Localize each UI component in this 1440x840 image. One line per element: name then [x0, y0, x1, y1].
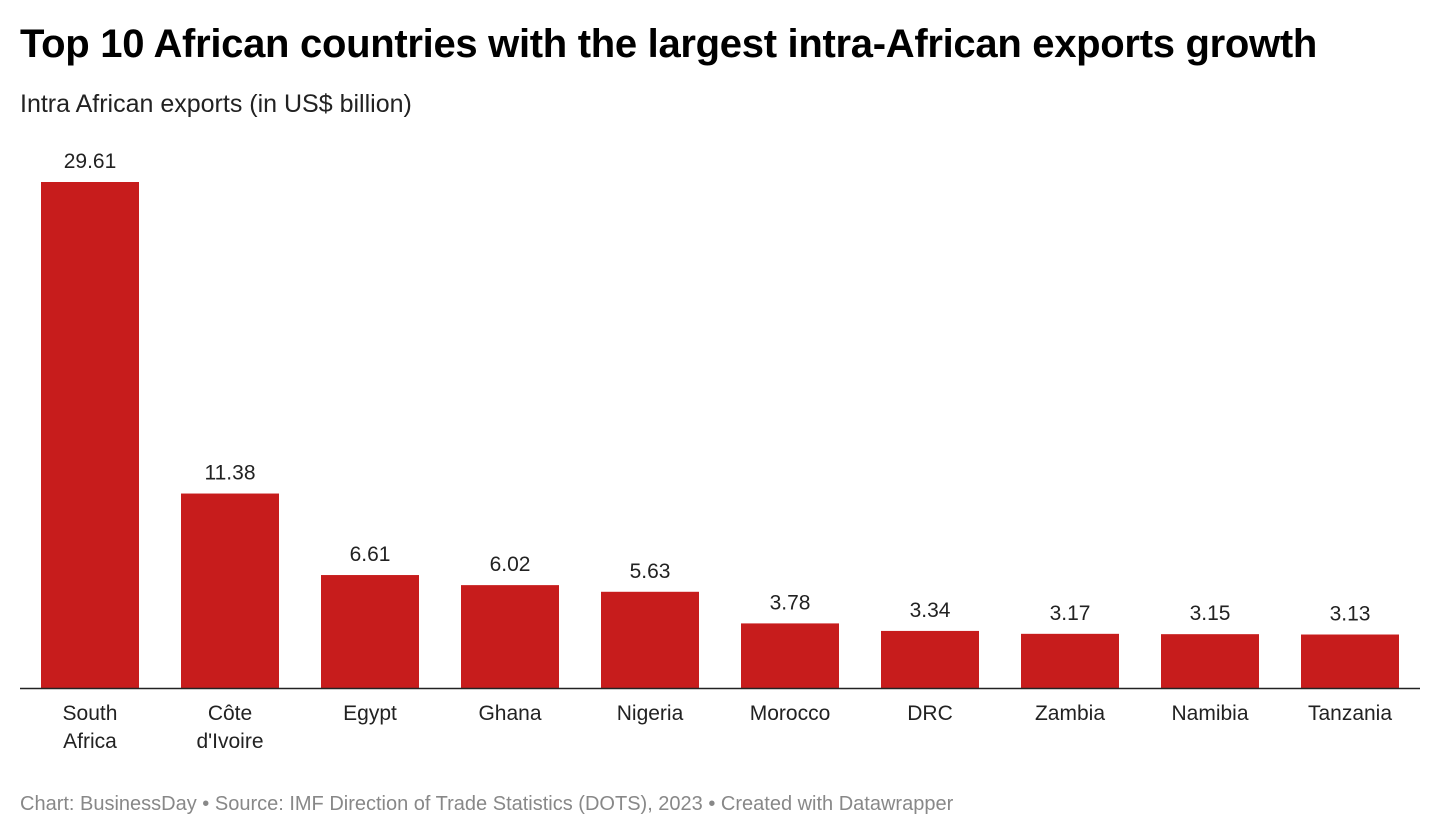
category-label: Nigeria: [617, 702, 684, 725]
category-label: Tanzania: [1308, 702, 1392, 725]
data-label: 11.38: [205, 462, 256, 485]
data-label: 3.15: [1190, 602, 1231, 625]
chart-footer: Chart: BusinessDay • Source: IMF Directi…: [20, 793, 954, 815]
data-label: 6.02: [490, 553, 531, 576]
category-label: Morocco: [750, 702, 831, 725]
data-label: 3.78: [770, 591, 811, 614]
bar: [1161, 634, 1259, 688]
chart-subtitle: Intra African exports (in US$ billion): [20, 90, 412, 118]
bar: [881, 630, 979, 688]
bar: [461, 585, 559, 688]
category-label: Egypt: [343, 702, 397, 725]
category-label: DRC: [907, 702, 953, 725]
data-label: 3.17: [1050, 602, 1091, 625]
data-label: 3.34: [910, 599, 951, 622]
bar: [1301, 634, 1399, 688]
category-label: Zambia: [1035, 702, 1105, 725]
bar: [741, 623, 839, 688]
data-label: 5.63: [630, 560, 671, 583]
bar: [41, 182, 139, 688]
bar: [321, 575, 419, 688]
category-label: Africa: [63, 730, 117, 753]
category-label: Namibia: [1171, 702, 1248, 725]
category-label: Côte: [208, 702, 252, 725]
data-label: 29.61: [64, 150, 117, 173]
bar: [181, 493, 279, 688]
chart-title: Top 10 African countries with the larges…: [20, 22, 1317, 66]
bar: [601, 591, 699, 688]
bar: [1021, 633, 1119, 688]
data-label: 3.13: [1330, 603, 1371, 626]
category-label: South: [63, 702, 118, 725]
category-label: d'Ivoire: [196, 730, 263, 753]
category-label: Ghana: [478, 702, 541, 725]
bar-chart: 29.61 South Africa 11.38 Côte d'Ivoire 6.61 Egy…: [20, 150, 1420, 753]
data-label: 6.61: [350, 543, 391, 566]
